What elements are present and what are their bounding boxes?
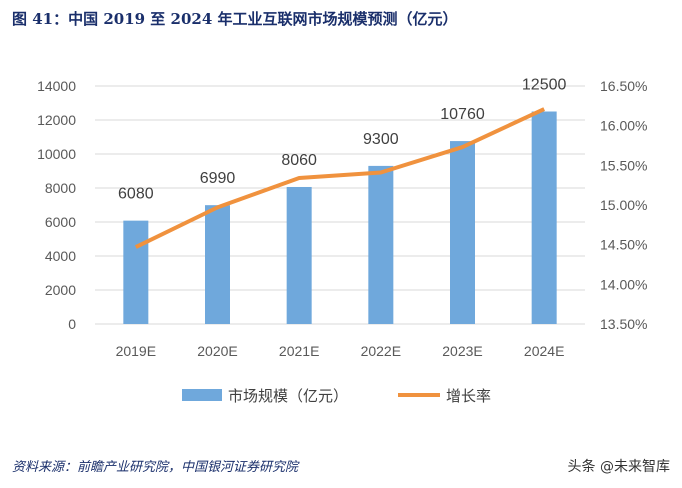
growth-rate-line xyxy=(134,107,546,249)
y-left-tick: 6000 xyxy=(45,214,76,230)
watermark: 头条 @未来智库 xyxy=(567,459,670,475)
x-tick: 2021E xyxy=(279,343,319,359)
data-label: 6080 xyxy=(118,186,154,203)
source-note: 资料来源：前瞻产业研究院，中国银河证券研究院 xyxy=(12,460,299,475)
y-left-tick: 2000 xyxy=(45,282,76,298)
chart-title: 图 41：中国 2019 至 2024 年工业互联网市场规模预测（亿元） xyxy=(12,10,458,28)
y-right-tick: 16.50% xyxy=(600,78,647,94)
bar-2022E xyxy=(368,165,394,324)
data-label: 6990 xyxy=(200,170,236,187)
data-label: 12500 xyxy=(522,77,567,94)
x-tick: 2020E xyxy=(197,343,237,359)
y-right-tick: 16.00% xyxy=(600,118,647,134)
y-left-tick: 8000 xyxy=(45,180,76,196)
bar-2021E xyxy=(286,186,312,324)
legend-bar-swatch xyxy=(182,389,222,401)
y-right-tick: 14.00% xyxy=(600,276,647,292)
data-label: 9300 xyxy=(363,131,399,148)
y-right-tick: 15.00% xyxy=(600,197,647,213)
x-tick: 2022E xyxy=(361,343,401,359)
bar-2020E xyxy=(205,205,230,324)
y-left-tick: 4000 xyxy=(45,248,76,264)
data-label: 8060 xyxy=(281,152,317,169)
y-left-tick: 10000 xyxy=(37,146,76,162)
bar-2023E xyxy=(450,141,475,324)
y-left-tick: 14000 xyxy=(37,78,76,94)
legend-bar-label: 市场规模（亿元） xyxy=(228,387,348,405)
y-right-tick: 13.50% xyxy=(600,316,647,332)
y-left-tick: 12000 xyxy=(37,112,76,128)
data-label: 10760 xyxy=(440,106,485,123)
y-left-tick: 0 xyxy=(68,316,76,332)
bar-2024E xyxy=(531,111,557,324)
x-tick: 2019E xyxy=(116,343,156,359)
legend-line-label: 增长率 xyxy=(446,387,491,405)
y-right-tick: 15.50% xyxy=(600,157,647,173)
x-tick: 2023E xyxy=(442,343,482,359)
bar-2019E xyxy=(123,220,149,324)
x-tick: 2024E xyxy=(524,343,564,359)
y-right-tick: 14.50% xyxy=(600,237,647,253)
